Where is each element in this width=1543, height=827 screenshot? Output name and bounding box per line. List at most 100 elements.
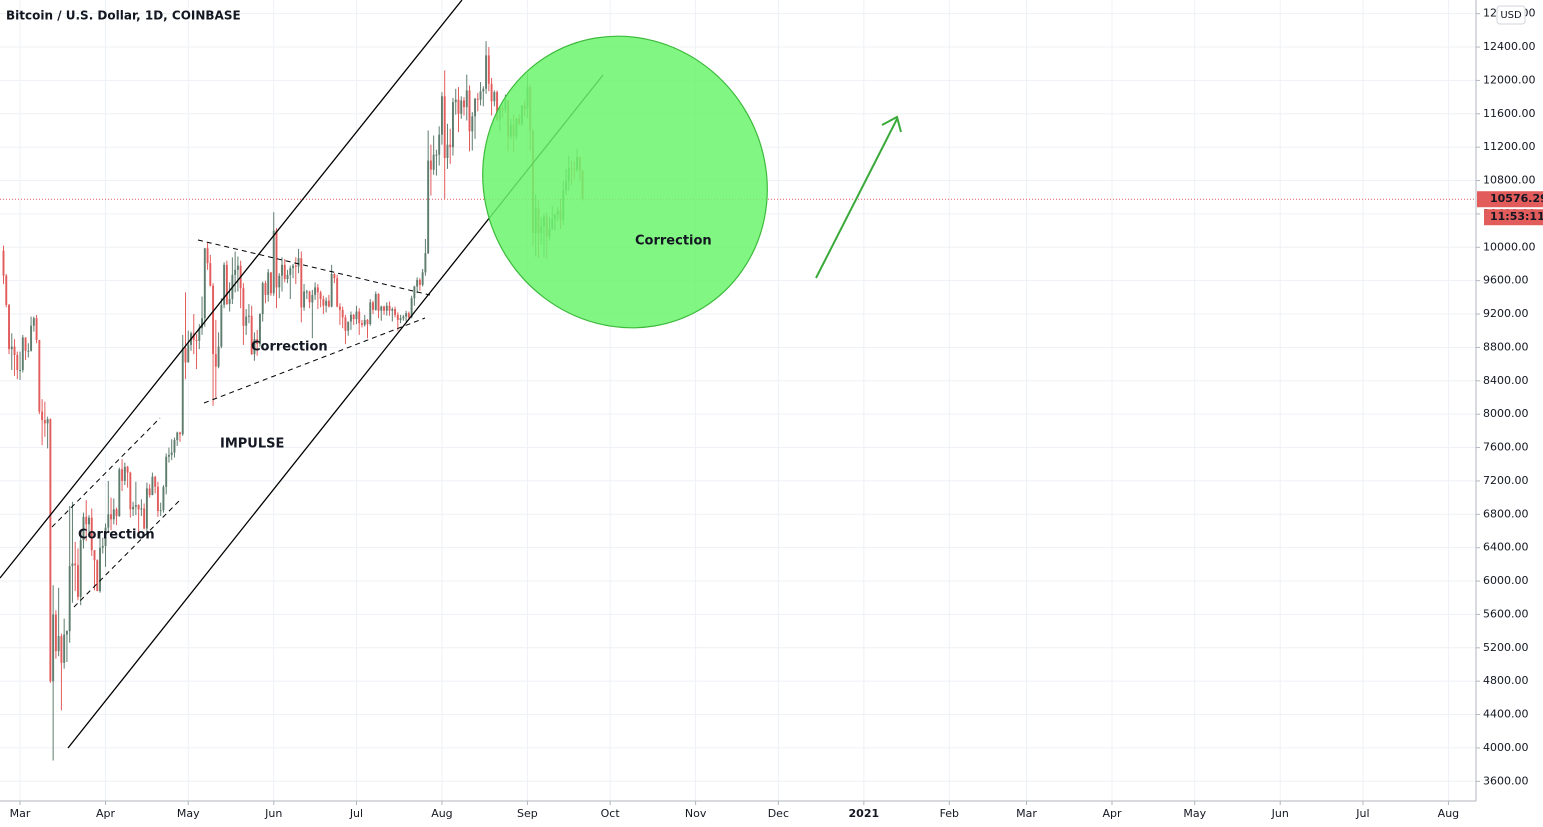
candle-body [264,283,267,295]
candle-body [76,565,79,597]
candle-body [421,272,424,285]
candle-body [355,311,358,320]
y-tick-label: 8000.00 [1483,407,1529,420]
y-tick-label: 7200.00 [1483,474,1529,487]
x-tick-label: May [177,807,200,820]
time-axis-bg [0,801,1476,827]
x-tick-label: Jul [1355,807,1369,820]
x-tick-label: Mar [1016,807,1037,820]
candle-body [115,509,118,516]
candle-body [402,316,405,319]
candle-body [118,469,121,516]
candle-body [184,348,187,363]
candle-body [440,96,443,135]
candle-body [123,466,126,481]
candle-body [57,636,60,652]
x-tick-label: Nov [685,807,707,820]
candle-body [228,299,231,305]
candle-body [352,314,355,320]
candle-body [427,160,430,254]
candle-body [385,305,388,311]
candle-body [162,486,165,511]
candle-body [383,306,386,311]
y-tick-label: 4000.00 [1483,741,1529,754]
y-tick-label: 4800.00 [1483,674,1529,687]
candle-body [490,83,493,102]
annotation: IMPULSE [220,437,284,452]
candle-body [289,268,292,275]
x-tick-label: Sep [517,807,538,820]
wedge-top [51,417,161,528]
arrow-shaft [815,118,898,279]
candle-body [311,294,314,303]
correction-zone [482,35,768,329]
y-tick-label: 8400.00 [1483,374,1529,387]
x-tick-label: 2021 [849,807,880,820]
candle-body [292,265,295,269]
candle-body [493,92,496,102]
candle-body [374,294,377,310]
candle-body [476,98,479,100]
x-tick-label: Jun [264,807,282,820]
x-tick-label: Mar [10,807,31,820]
candle-body [435,154,438,156]
candle-body [2,250,5,276]
candle-body [71,563,74,567]
candle-body [300,258,303,308]
candle-body [217,346,220,367]
y-tick-label: 9200.00 [1483,307,1529,320]
candle-body [256,339,259,345]
annotation: Correction [78,528,155,543]
candle-body [308,291,311,303]
candle-body [358,311,361,324]
candle-body [465,90,468,108]
candle-body [30,325,33,351]
candle-body [21,337,24,370]
candle-body [159,510,162,512]
candle-body [372,302,374,310]
candle-body [99,547,101,592]
candle-body [369,302,372,325]
candle-body [46,419,49,424]
candle-body [330,274,333,307]
candle-body [396,314,399,320]
x-tick-label: Jul [349,807,363,820]
y-tick-label: 6800.00 [1483,507,1529,520]
candle-body [223,264,226,305]
y-tick-label: 6400.00 [1483,541,1529,554]
candle-body [319,292,322,300]
candle-body [107,514,110,528]
candle-body [474,98,476,117]
annotation: Correction [251,340,328,355]
candle-body [13,346,16,355]
x-tick-label: Aug [431,807,452,820]
candle-body [322,299,325,306]
candle-body [416,279,419,287]
candle-body [5,275,8,305]
y-tick-label: 11600.00 [1483,107,1536,120]
candle-body [201,318,204,329]
x-tick-label: Dec [768,807,789,820]
candle-body [418,279,421,285]
candle-body [460,100,463,114]
candle-body [314,287,317,295]
candle-body [10,346,13,350]
candle-body [429,160,432,170]
y-tick-label: 6000.00 [1483,574,1529,587]
candle-body [236,265,239,270]
candle-body [60,636,63,663]
candle-body [181,348,184,435]
candle-body [49,419,52,682]
candle-body [170,452,173,456]
candle-body [267,272,270,295]
candle-body [432,154,435,170]
candle-body [137,505,140,510]
candle-body [407,313,410,318]
y-tick-label: 5600.00 [1483,607,1529,620]
triangle-top [197,239,431,296]
candle-body [165,456,168,487]
candle-body [24,337,27,351]
chart-title: Bitcoin / U.S. Dollar, 1D, COINBASE [6,9,241,23]
candle-body [143,508,146,529]
